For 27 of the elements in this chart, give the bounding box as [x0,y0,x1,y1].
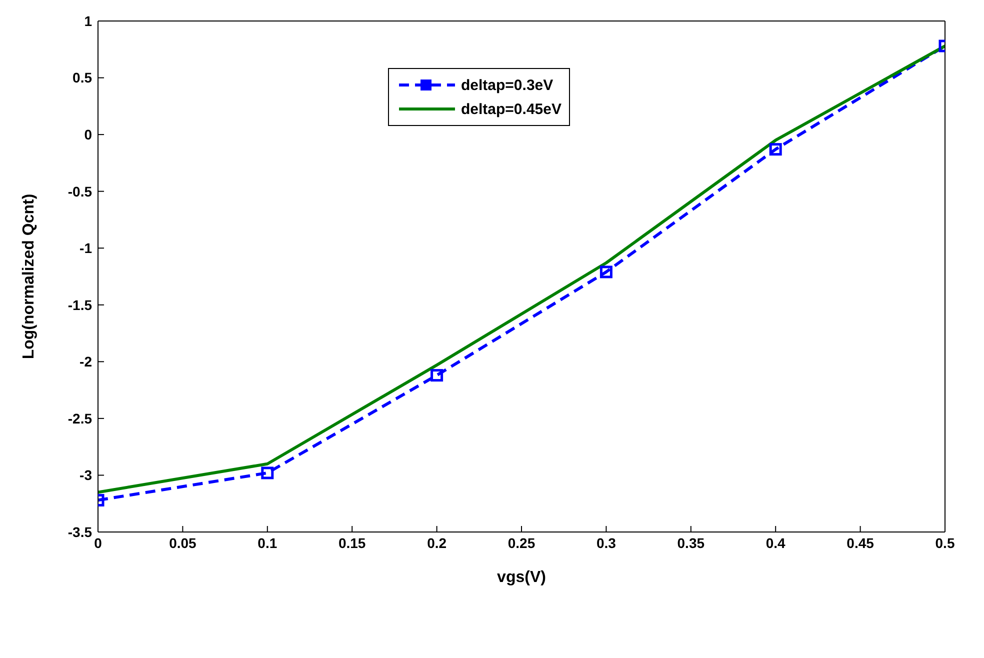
x-tick-label: 0.5 [935,534,955,551]
point [430,369,444,382]
x-tick-label: 0.35 [677,534,705,551]
legend-label: deltap=0.3eV [461,76,554,94]
y-tick-label: 0.5 [72,70,92,86]
y-tick-label: -0.5 [68,183,92,200]
x-tick-label: 0.15 [338,534,366,551]
x-tick-label: 0.1 [258,534,278,551]
x-axis-title: vgs(V) [497,569,546,586]
x-tick-label: 0.3 [596,534,616,551]
y-tick-label: -1.5 [68,296,92,313]
x-tick-label: 0.4 [766,534,786,551]
y-tick-label: -1 [80,240,92,256]
y-tick-label: 1 [84,12,92,29]
point [600,266,612,278]
y-tick-label: 0 [84,126,92,143]
y-tick-label: -3.5 [68,524,92,540]
x-tick-label: 0.25 [508,534,536,551]
x-tick-label: 0.05 [169,534,197,551]
y-axis-title: Log(normalized Qcnt) [20,194,38,360]
x-tick-label: 0 [94,534,102,551]
legend-label: deltap=0.45eV [461,100,562,118]
x-tick-label: 0.2 [427,534,447,551]
y-tick-label: -2 [80,354,92,370]
y-tick-label: -2.5 [68,410,92,426]
y-tick-label: -3 [80,467,92,484]
x-tick-label: 0.45 [846,534,874,551]
